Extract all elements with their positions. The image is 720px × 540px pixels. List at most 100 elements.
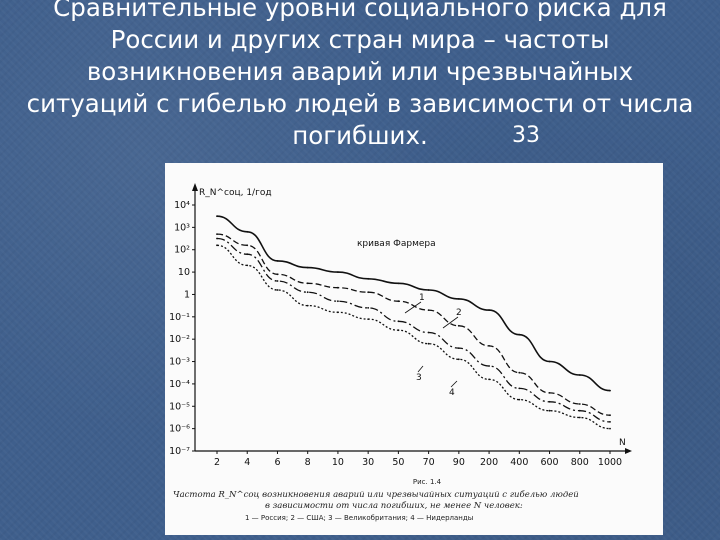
y-tick-label: 10⁻³ [169,357,190,368]
series-label: 1 [419,293,425,303]
x-tick-label: 90 [453,457,465,468]
y-tick-label: 10⁻⁵ [169,401,190,412]
data-point-1 [397,282,400,285]
title-line: погибших. [292,121,428,150]
data-point-3 [337,311,339,314]
data-point-3 [609,427,611,430]
x-tick-label: 600 [540,457,558,468]
x-tick-label: 30 [362,457,374,468]
title-line: возникновения аварий или чрезвычайных [86,57,634,86]
risk-chart: R_N^соц, 1/год N 10⁴ 10³ 10² 10 1 10⁻¹ 10⁻² 10⁻³ 1… [169,183,632,522]
data-point-4 [367,307,370,309]
data-point-4 [427,331,430,334]
data-point-3 [306,304,309,307]
data-point-2 [276,273,279,276]
data-point-1 [337,271,339,273]
data-point-1 [306,266,309,269]
x-tick-label: 1000 [598,457,622,468]
x-tick-label: 50 [392,457,404,468]
x-tick-label: 400 [510,457,528,468]
data-point-1 [578,374,581,376]
data-point-1 [367,277,370,280]
data-point-3 [518,398,521,401]
data-point-3 [397,329,400,332]
data-point-2 [367,291,370,294]
data-point-3 [488,378,490,381]
data-point-4 [609,421,611,423]
data-point-3 [367,318,370,320]
data-point-3 [427,342,430,345]
data-point-4 [276,280,279,282]
series-label: 4 [449,388,455,398]
data-point-1 [488,309,490,311]
data-point-2 [548,392,551,394]
chart-figure: R_N^соц, 1/год N 10⁴ 10³ 10² 10 1 10⁻¹ 10⁻² 10⁻³ 1… [165,163,663,535]
data-point-3 [216,244,218,247]
data-point-2 [609,414,611,417]
series-leader-line [404,301,422,314]
x-tick-label: 4 [244,457,250,468]
data-point-2 [306,282,309,285]
data-point-2 [457,324,460,327]
y-tick-label: 10³ [174,222,190,233]
data-point-1 [548,360,551,363]
series-line-2 [216,233,611,416]
slide-title: Сравнительные уровни социального риска д… [20,0,700,152]
series-line-3 [216,244,611,430]
y-tick-label: 1 [184,289,190,300]
farmer-curve-label: кривая Фармера [357,239,436,249]
figure-caption-line1: Частота R_N^соц возникновения аварий или… [173,489,579,500]
data-point-4 [306,291,309,294]
data-point-2 [216,233,218,235]
figure-caption-legend: 1 — Россия; 2 — США; 3 — Великобритания;… [245,514,473,522]
data-point-2 [578,403,581,405]
x-tick-label: 6 [274,457,280,468]
data-point-3 [276,289,279,291]
title-line: ситуаций с гибелью людей в зависимости о… [26,89,694,118]
series-line-4 [216,237,611,423]
y-tick-label: 10⁻² [169,334,190,345]
data-point-4 [246,253,249,256]
data-point-4 [397,320,400,323]
data-point-2 [337,286,339,289]
data-point-1 [457,298,460,300]
data-point-1 [276,260,279,262]
data-point-4 [548,400,551,403]
x-tick-label: 70 [423,457,435,468]
data-point-4 [337,300,339,303]
x-tick-label: 2 [214,457,220,468]
y-axis-title: R_N^соц, 1/год [199,188,272,198]
data-point-2 [488,345,490,347]
data-point-4 [518,387,521,390]
data-point-4 [578,409,581,412]
x-axis-title: N [619,438,626,448]
series-label: 3 [416,373,422,383]
data-point-4 [457,347,460,349]
x-tick-label: 800 [571,457,589,468]
data-point-1 [216,215,218,218]
data-point-4 [488,365,490,367]
y-axis-arrow [192,183,198,191]
data-point-4 [216,237,218,240]
data-point-3 [457,358,460,361]
data-point-1 [609,389,611,392]
data-point-2 [246,244,249,247]
data-point-1 [246,230,249,233]
x-tick-label: 200 [480,457,498,468]
title-line: Сравнительные уровни социального риска д… [53,0,667,22]
data-point-3 [578,416,581,419]
data-point-3 [548,409,551,412]
series-label: 2 [456,308,462,318]
y-tick-label: 10² [174,245,190,256]
data-point-1 [518,333,521,336]
data-point-2 [518,371,521,374]
y-tick-label: 10⁻⁷ [169,446,190,457]
series-leader-line [450,380,458,388]
x-tick-label: 8 [305,457,311,468]
slide-number: 33 [512,123,540,148]
figure-caption-line2: в зависимости от числа погибших, не мене… [265,500,523,511]
series-leader-line [417,365,424,373]
y-tick-label: 10⁻⁴ [169,379,190,390]
x-axis-arrow [625,448,632,454]
series-line-1 [216,215,611,392]
